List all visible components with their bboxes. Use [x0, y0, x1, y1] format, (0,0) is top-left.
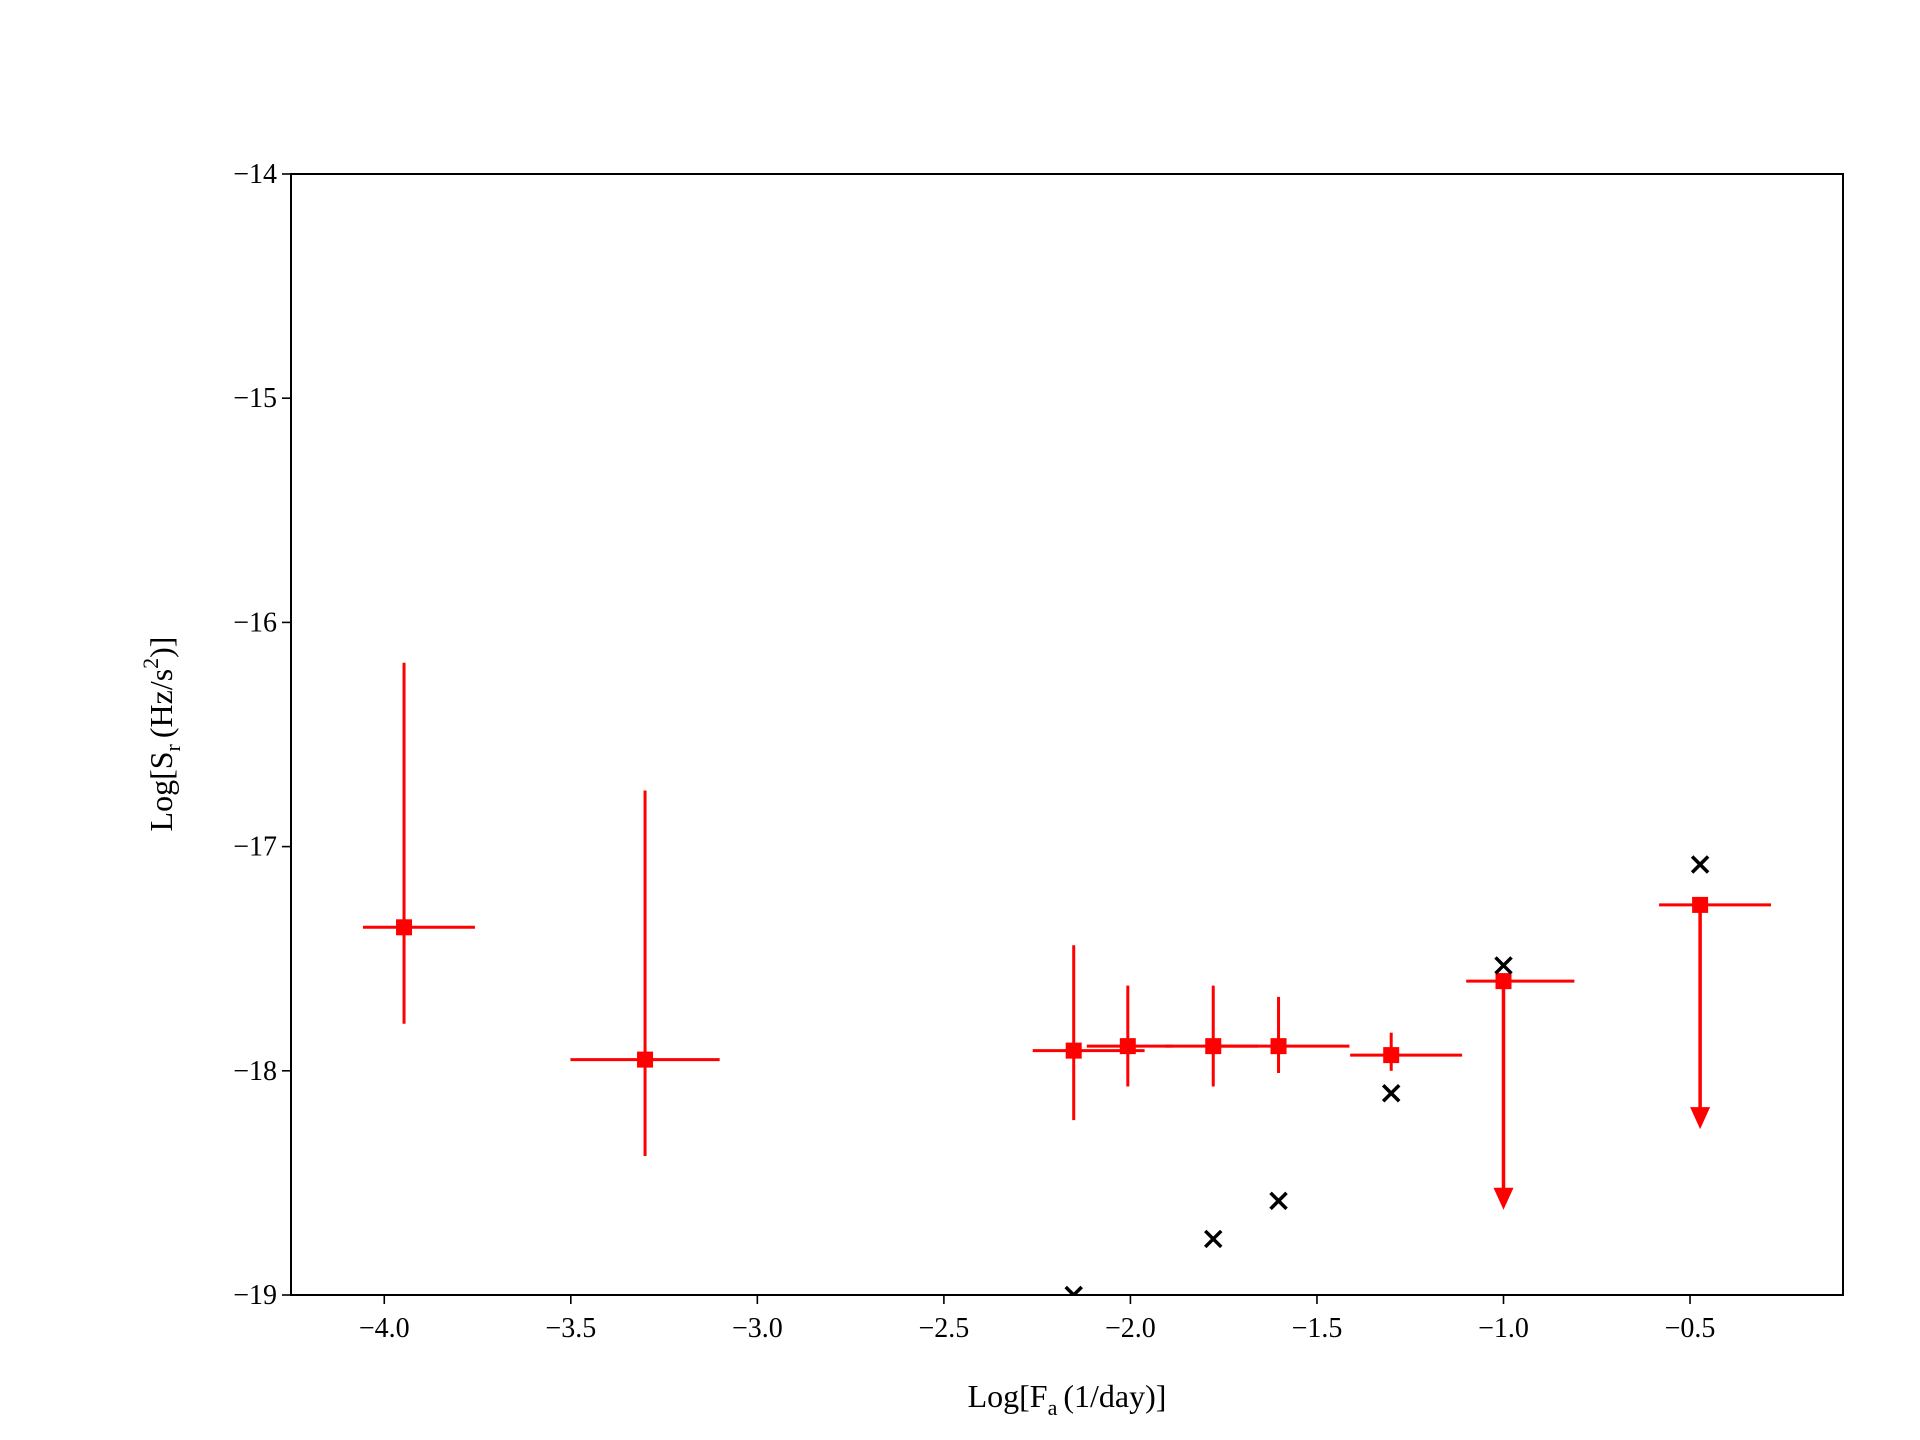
- x-tick-label: −4.0: [359, 1313, 410, 1344]
- plot-area: [363, 662, 1771, 1295]
- y-tick-label: −18: [233, 1056, 277, 1087]
- x-label-rest: (1/day)]: [1063, 1378, 1166, 1414]
- point: [1692, 896, 1709, 913]
- y-label-sup: 2: [138, 658, 163, 669]
- x-label-main: Log[F: [968, 1378, 1048, 1414]
- point: [1381, 1083, 1401, 1103]
- x-tick-label: −3.0: [732, 1313, 783, 1344]
- point: [1494, 956, 1513, 975]
- x-tick-label: −2.5: [918, 1313, 969, 1344]
- point: [1064, 1285, 1083, 1295]
- point: [1495, 973, 1512, 990]
- plot-frame: [290, 173, 1844, 1296]
- point: [1065, 1042, 1082, 1059]
- point: [637, 1051, 654, 1068]
- x-tick-label: −0.5: [1665, 1313, 1716, 1344]
- point: [1204, 1229, 1223, 1249]
- y-label-main: Log[S: [143, 751, 179, 831]
- y-label-mid: (Hz/s: [143, 669, 179, 738]
- x-tick-label: −3.5: [545, 1313, 596, 1344]
- y-tick-label: −14: [233, 159, 277, 190]
- point: [396, 919, 413, 936]
- y-tick-label: −17: [233, 832, 277, 863]
- y-tick-label: −15: [233, 383, 277, 414]
- y-tick-label: −16: [233, 607, 277, 638]
- x-label-sub: a: [1048, 1395, 1058, 1420]
- y-label-sub: r: [160, 743, 185, 751]
- x-tick-label: −2.0: [1105, 1313, 1156, 1344]
- y-label-rest: )]: [143, 637, 179, 658]
- point: [1269, 1191, 1288, 1211]
- point: [1690, 855, 1710, 874]
- upper-limit-arrowhead: [1690, 1107, 1711, 1130]
- x-tick-label: −1.0: [1478, 1313, 1529, 1344]
- point: [1383, 1047, 1400, 1064]
- y-tick-label: −19: [233, 1280, 277, 1311]
- point: [1119, 1038, 1136, 1055]
- x-tick-label: −1.5: [1292, 1313, 1343, 1344]
- x-axis-label: Log[Fa (1/day)]: [968, 1378, 1167, 1420]
- point: [1270, 1038, 1287, 1055]
- y-axis-label: Log[Sr (Hz/s2)]: [138, 637, 185, 832]
- upper-limit-arrowhead: [1493, 1187, 1514, 1210]
